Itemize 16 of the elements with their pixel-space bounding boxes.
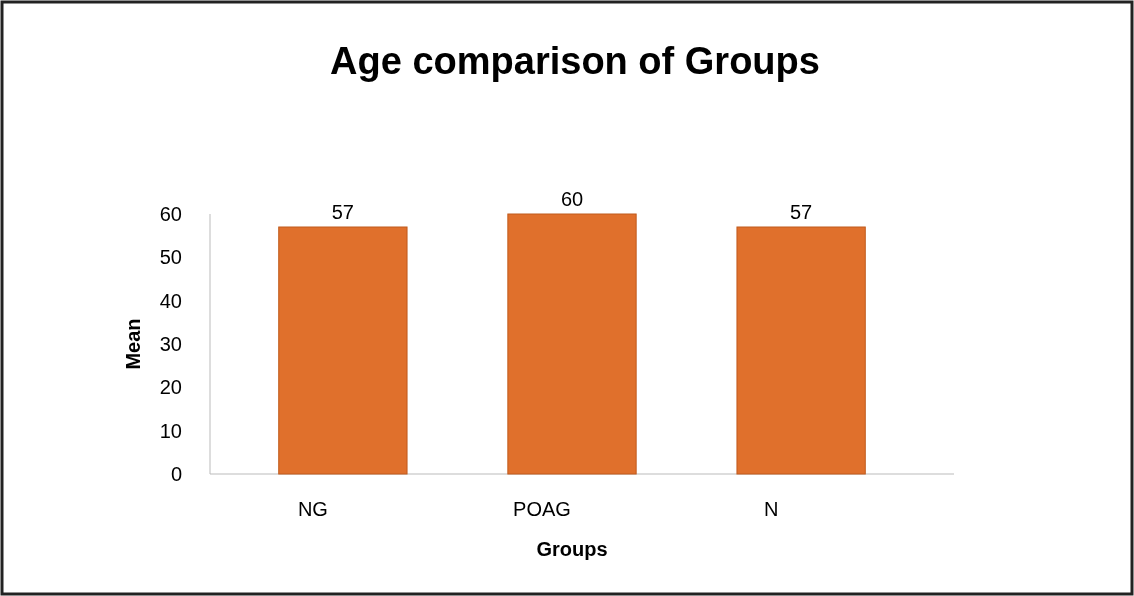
y-tick-label: 20	[159, 376, 182, 399]
data-label: 60	[560, 188, 584, 210]
x-axis-title: Groups	[536, 538, 608, 560]
y-tick-label: 50	[159, 246, 182, 269]
x-tick-label: NG	[297, 498, 328, 520]
y-tick-label: 60	[159, 203, 182, 225]
data-label: 57	[789, 201, 813, 223]
y-axis-title: Mean	[122, 318, 144, 370]
y-tick-label: 30	[159, 333, 182, 355]
y-tick-label: 10	[159, 419, 182, 442]
y-tick-label: 40	[159, 289, 182, 312]
chart-title: Age comparison of Groups	[330, 40, 820, 82]
x-tick-label: POAG	[513, 498, 571, 520]
x-tick-label: N	[763, 498, 779, 520]
data-label: 57	[331, 201, 355, 223]
y-tick-label: 0	[170, 463, 182, 485]
